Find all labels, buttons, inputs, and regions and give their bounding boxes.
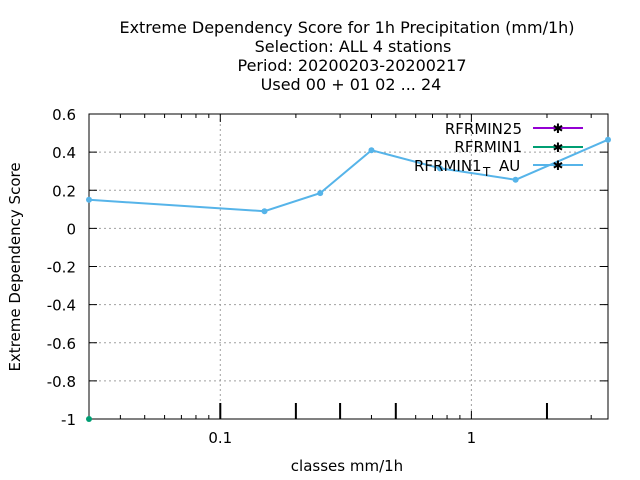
- title-line-2: Selection: ALL 4 stations: [255, 37, 452, 56]
- series-layer: [86, 136, 611, 422]
- grid: [89, 114, 608, 419]
- legend-label-rfrmin1-t-au-sub: T: [482, 165, 491, 179]
- legend: RFRMIN25 ✱ RFRMIN1 ✱ RFRMIN1 T AU ✱: [414, 120, 583, 179]
- legend-marker-rfrmin1-t-au: ✱: [553, 159, 564, 174]
- x-axis-ticks: 0.1 1: [119, 114, 592, 447]
- y-tick-label: -0.6: [47, 335, 76, 353]
- data-point-rfrmin1-t-au: [512, 176, 519, 183]
- data-point-rfrmin1-t-au: [317, 190, 324, 197]
- data-point-rfrmin1-t-au: [368, 147, 375, 154]
- y-tick-label: -1: [61, 411, 76, 429]
- y-tick-label: -0.8: [47, 373, 76, 391]
- data-point-rfrmin1-t-au: [261, 208, 268, 215]
- data-point-rfrmin1-t-au: [605, 136, 611, 143]
- y-tick-label: -0.4: [47, 297, 76, 315]
- y-tick-label: 0.4: [52, 144, 76, 162]
- x-tick-label: 1: [467, 429, 477, 447]
- title-line-3: Period: 20200203-20200217: [237, 56, 466, 75]
- legend-marker-rfrmin1: ✱: [553, 141, 564, 156]
- title-line-1: Extreme Dependency Score for 1h Precipit…: [119, 18, 574, 37]
- y-axis-ticks: -1 -0.8 -0.6 -0.4 -0.2 0 0.2 0.4 0.6: [47, 106, 608, 429]
- y-tick-label: -0.2: [47, 259, 76, 277]
- title-line-4: Used 00 + 01 02 ... 24: [261, 75, 442, 94]
- x-axis-label: classes mm/1h: [291, 457, 403, 475]
- legend-label-rfrmin25: RFRMIN25: [445, 120, 522, 138]
- series-line-rfrmin1-t-au: [88, 138, 609, 213]
- x-tick-label: 0.1: [208, 429, 232, 447]
- bottom-markers: [219, 403, 548, 419]
- y-tick-label: 0: [66, 220, 76, 238]
- data-point-rfrmin1-t-au: [86, 196, 92, 203]
- legend-label-rfrmin1: RFRMIN1: [454, 138, 522, 156]
- y-axis-label: Extreme Dependency Score: [6, 162, 24, 371]
- legend-label-rfrmin1-t-au-tail: AU: [499, 157, 520, 175]
- legend-label-rfrmin1-t-au-base: RFRMIN1: [414, 157, 482, 175]
- y-tick-label: 0.6: [52, 106, 76, 124]
- data-point-rfrmin1-t-au: [437, 165, 444, 172]
- y-tick-label: 0.2: [52, 182, 76, 200]
- legend-marker-rfrmin25: ✱: [553, 122, 564, 137]
- chart-title: Extreme Dependency Score for 1h Precipit…: [119, 18, 574, 94]
- data-point-rfrmin1: [86, 416, 92, 422]
- plot-frame: [88, 113, 609, 420]
